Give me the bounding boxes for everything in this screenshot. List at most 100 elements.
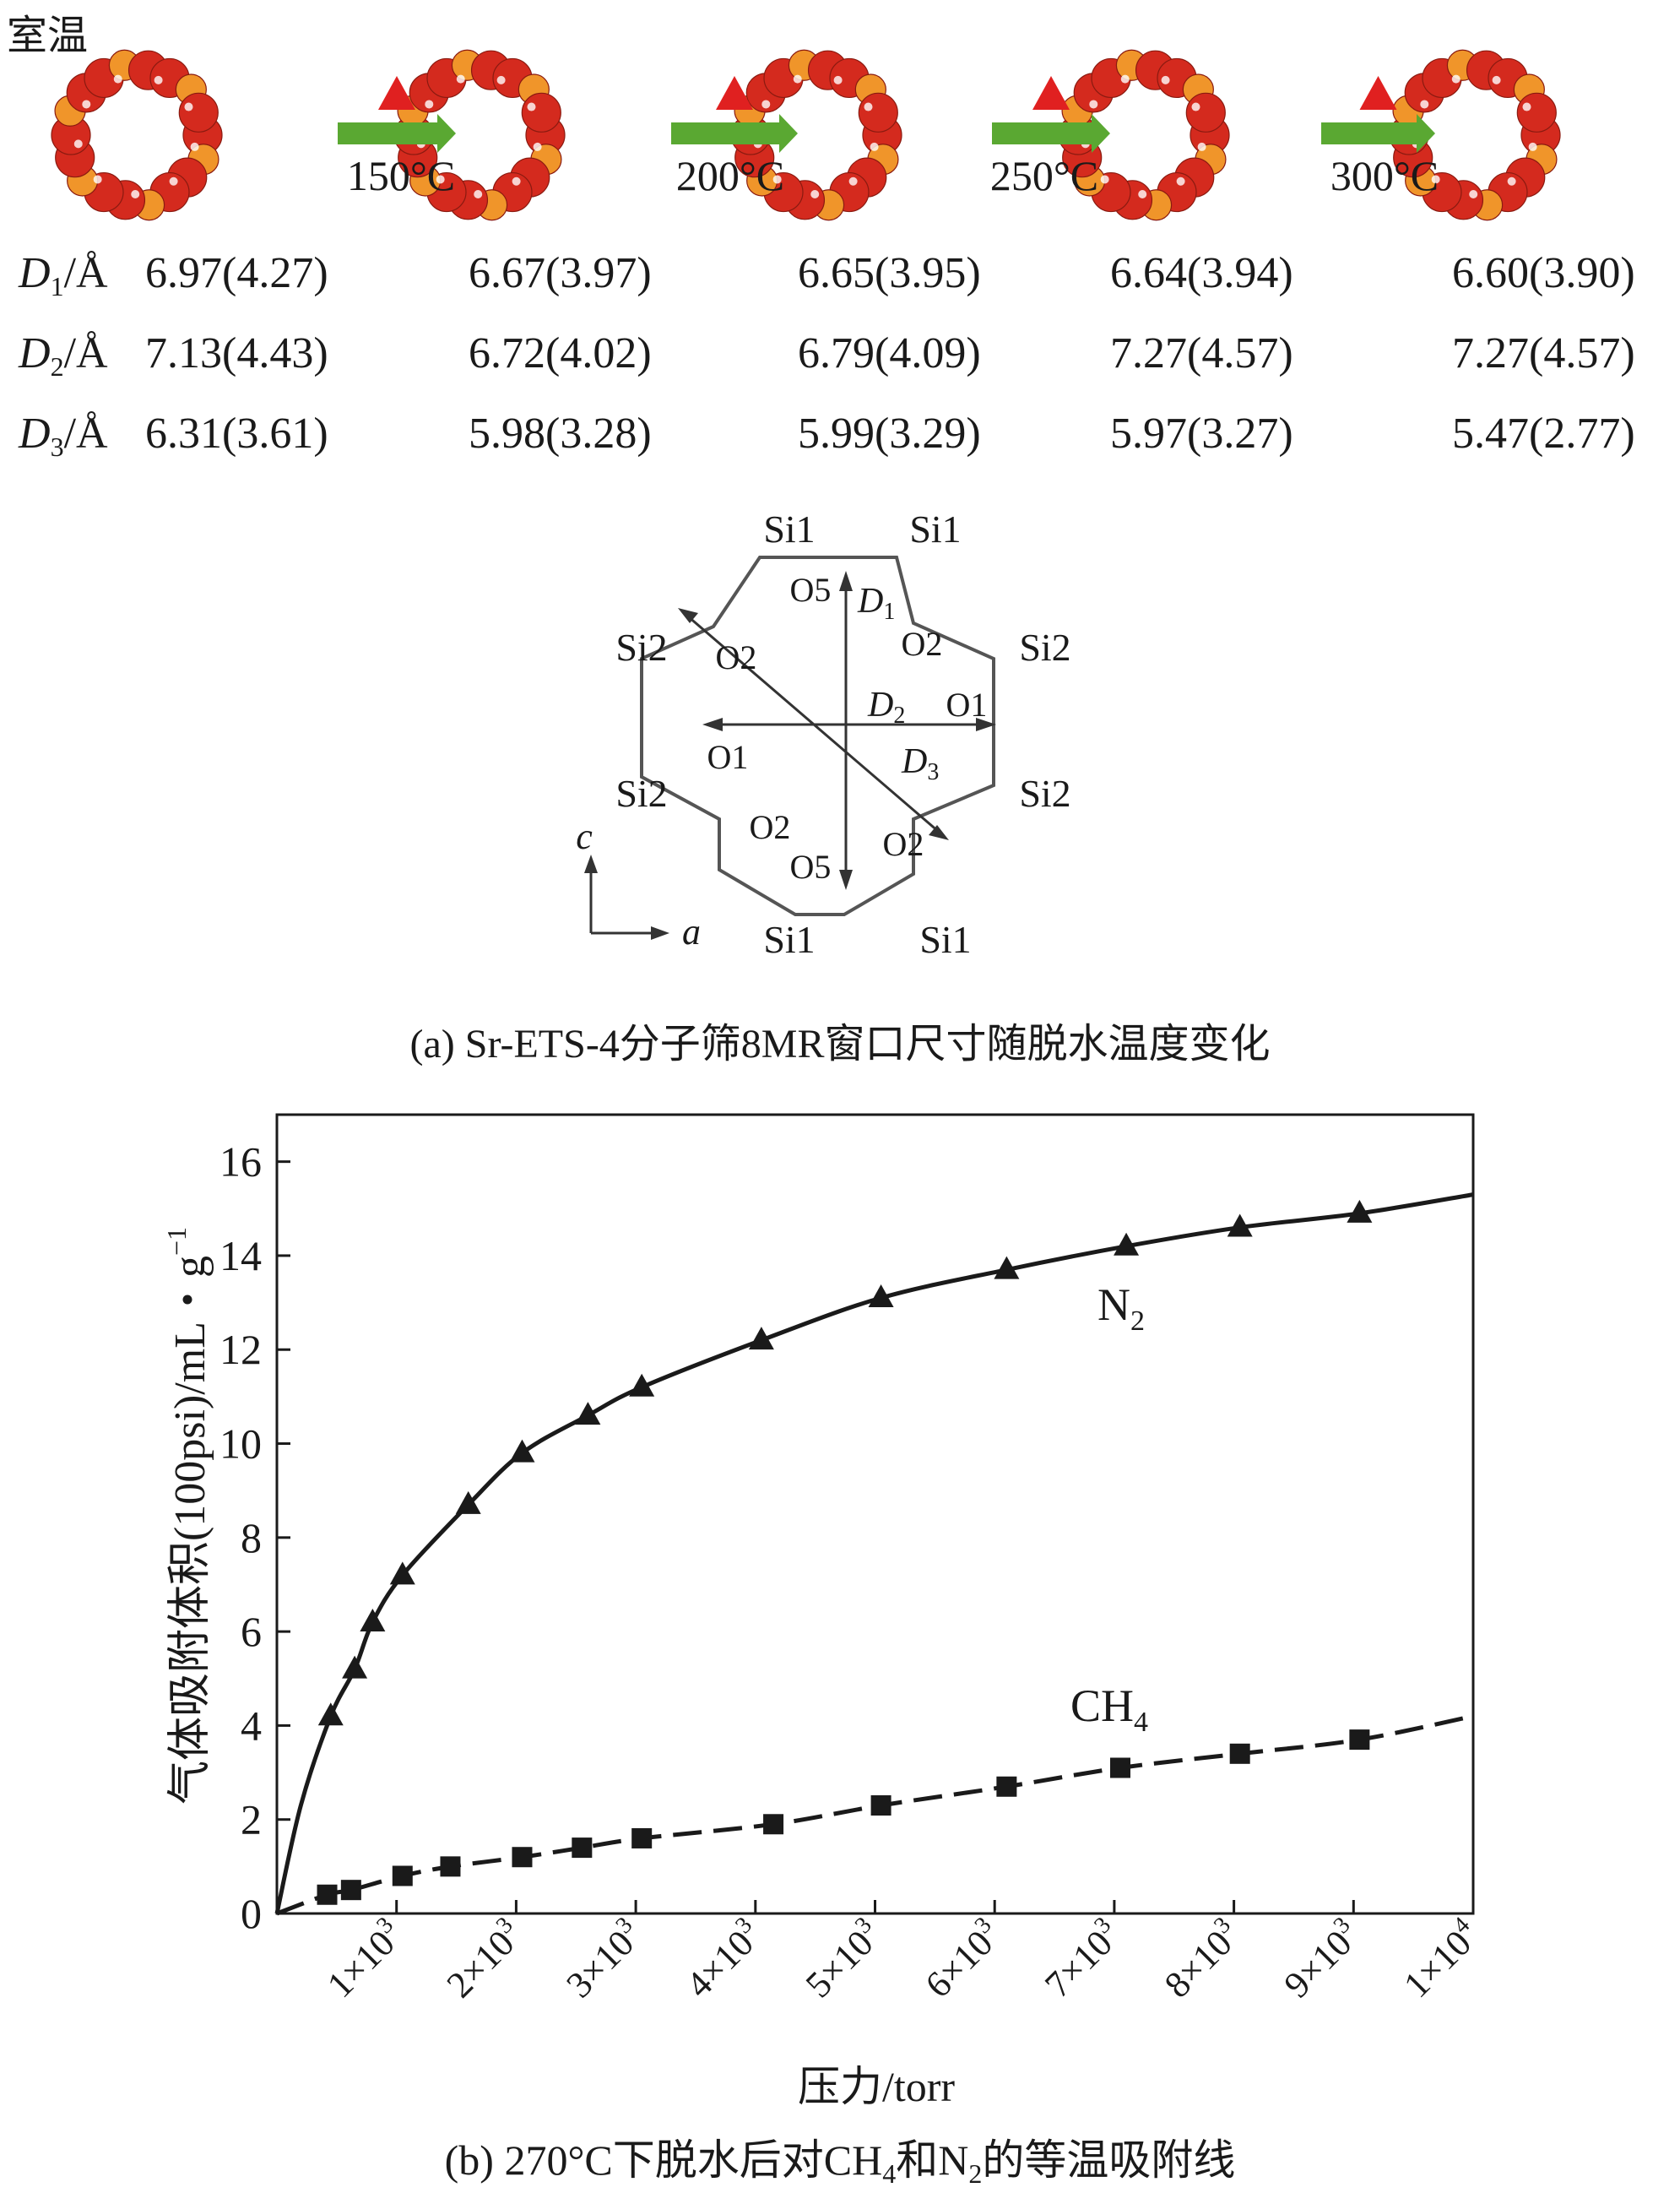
data-point-square bbox=[317, 1884, 338, 1905]
atom-highlight bbox=[73, 139, 83, 149]
data-point-square bbox=[340, 1880, 361, 1901]
atom-highlight bbox=[1138, 189, 1147, 198]
heating-temp-label: 300°C bbox=[1330, 152, 1439, 199]
heating-temp-label: 200°C bbox=[676, 152, 784, 199]
data-point-triangle bbox=[1227, 1213, 1253, 1237]
heating-step-1: 150°C bbox=[338, 76, 456, 199]
data-point-triangle bbox=[317, 1702, 344, 1726]
data-point-square bbox=[996, 1776, 1017, 1797]
o-label: O1 bbox=[946, 686, 988, 724]
heating-temp-label: 150°C bbox=[347, 152, 455, 199]
atom-highlight bbox=[1176, 176, 1185, 186]
data-point-triangle bbox=[1347, 1199, 1373, 1223]
panel-a-caption: (a) Sr-ETS-4分子筛8MR窗口尺寸随脱水温度变化 bbox=[410, 1022, 1271, 1067]
caption-sub-4: 4 bbox=[882, 2158, 896, 2189]
atom-highlight bbox=[1522, 102, 1531, 111]
green-arrow-head-icon bbox=[437, 114, 456, 153]
d2-arrowhead-right bbox=[976, 718, 996, 731]
table-cell: 5.47(2.77) bbox=[1452, 410, 1635, 458]
o-atom bbox=[1516, 92, 1557, 133]
symbol-subscript: 1 bbox=[51, 271, 64, 301]
o-label: O5 bbox=[790, 571, 832, 609]
a-axis-arrowhead bbox=[651, 926, 669, 940]
atom-highlight bbox=[848, 176, 858, 186]
y-axis-title: 气体吸附体积(100psi)/mL・g−1 bbox=[161, 1227, 214, 1805]
data-point-triangle bbox=[575, 1402, 601, 1425]
green-arrow-head-icon bbox=[779, 114, 798, 153]
y-axis-label-text: 气体吸附体积(100psi)/mL・g−1 bbox=[161, 1227, 214, 1805]
x-tick-label: 9×103 bbox=[1274, 1912, 1368, 2006]
atom-highlight bbox=[436, 175, 445, 184]
table-cell: 5.99(3.29) bbox=[798, 410, 981, 458]
data-point-square bbox=[1109, 1757, 1130, 1778]
atom-highlight bbox=[1191, 102, 1200, 111]
data-point-square bbox=[572, 1837, 593, 1859]
o-label: O5 bbox=[790, 848, 832, 886]
atom-highlight bbox=[1492, 75, 1501, 84]
row-header: D2/Å bbox=[18, 329, 108, 382]
x-tick-label: 5×103 bbox=[796, 1912, 890, 2006]
si-label: Si1 bbox=[919, 918, 971, 961]
atom-highlight bbox=[1197, 142, 1206, 151]
atom-highlight bbox=[474, 189, 483, 198]
table-cell: 6.65(3.95) bbox=[798, 249, 981, 297]
table-row-d1: D1/Å 6.97(4.27) 6.67(3.97) 6.65(3.95) 6.64(3… bbox=[18, 249, 1635, 301]
o-label: O2 bbox=[883, 825, 924, 863]
x-tick-label: 1×103 bbox=[317, 1912, 411, 2006]
table-cell: 5.98(3.28) bbox=[469, 410, 652, 458]
atom-highlight bbox=[761, 100, 771, 109]
caption-part-1: (b) 270°C下脱水后对CH bbox=[445, 2136, 883, 2184]
y-tick-label: 16 bbox=[219, 1138, 262, 1186]
atom-highlight bbox=[154, 75, 163, 84]
table-row-d2: D2/Å 7.13(4.43) 6.72(4.02) 6.79(4.09) 7.27(4… bbox=[18, 329, 1635, 382]
data-point-triangle bbox=[1114, 1232, 1140, 1256]
data-point-square bbox=[1349, 1729, 1370, 1751]
x-tick-label: 1×104 bbox=[1394, 1912, 1488, 2006]
table-cell: 6.79(4.09) bbox=[798, 329, 981, 377]
green-arrow-shaft bbox=[1321, 122, 1418, 144]
x-tick-label: 7×103 bbox=[1035, 1912, 1129, 2006]
table-row-d3: D3/Å 6.31(3.61) 5.98(3.28) 5.99(3.29) 5.97(3… bbox=[18, 410, 1635, 462]
y-tick-label: 12 bbox=[219, 1326, 262, 1373]
x-axis-title: 压力/torr bbox=[798, 2063, 955, 2110]
y-tick-label: 4 bbox=[241, 1702, 262, 1749]
unit: /Å bbox=[64, 410, 108, 458]
data-point-triangle bbox=[629, 1373, 655, 1397]
d1-arrowhead-bottom bbox=[839, 870, 853, 890]
si-label: Si1 bbox=[909, 508, 961, 551]
green-arrow-head-icon bbox=[1417, 114, 1435, 153]
atom-highlight bbox=[82, 100, 91, 109]
atom-highlight bbox=[425, 100, 434, 109]
si-label: Si1 bbox=[763, 918, 815, 961]
table-cell: 7.27(4.57) bbox=[1452, 329, 1635, 377]
atom-highlight bbox=[184, 102, 193, 111]
d3-arrowhead-top bbox=[678, 608, 698, 623]
data-point-triangle bbox=[509, 1439, 535, 1463]
d3-arrow-line bbox=[687, 615, 940, 833]
heat-triangle-icon bbox=[716, 76, 753, 110]
data-point-triangle bbox=[455, 1490, 481, 1514]
panel-b-caption: (b) 270°C下脱水后对CH4和N2的等温吸附线 bbox=[445, 2136, 1236, 2189]
symbol-subscript: 2 bbox=[51, 351, 64, 382]
x-tick-label: 3×103 bbox=[556, 1912, 650, 2006]
green-arrow-shaft bbox=[992, 122, 1093, 144]
o-label: O2 bbox=[902, 625, 943, 663]
heating-step-2: 200°C bbox=[671, 76, 798, 199]
heating-temp-label: 250°C bbox=[990, 152, 1098, 199]
panel-a: 室温 150°C 200°C 250°C 300°C D1/Å 6.97(4.27) 6.… bbox=[7, 14, 1635, 1067]
data-point-square bbox=[440, 1856, 461, 1877]
x-tick-label: 4×103 bbox=[676, 1912, 770, 2006]
heat-triangle-icon bbox=[1359, 76, 1397, 110]
si-label: Si2 bbox=[615, 626, 667, 669]
atom-highlight bbox=[93, 175, 102, 184]
8mr-ring-outline bbox=[640, 556, 995, 916]
atom-highlight bbox=[1089, 100, 1098, 109]
heat-triangle-icon bbox=[378, 76, 415, 110]
atom-highlight bbox=[870, 142, 879, 151]
atom-highlight bbox=[833, 75, 843, 84]
atom-highlight bbox=[793, 74, 802, 84]
x-tick-label: 6×103 bbox=[915, 1912, 1009, 2006]
data-point-square bbox=[763, 1814, 784, 1835]
